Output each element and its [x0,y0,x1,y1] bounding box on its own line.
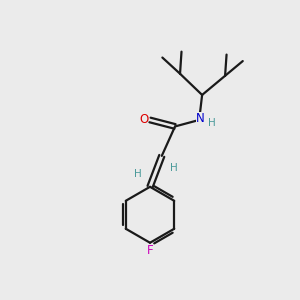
Text: F: F [147,244,153,257]
Text: H: H [170,163,178,173]
Text: H: H [208,118,215,128]
Text: N: N [196,112,205,125]
Text: H: H [134,169,142,178]
Text: O: O [139,112,148,126]
